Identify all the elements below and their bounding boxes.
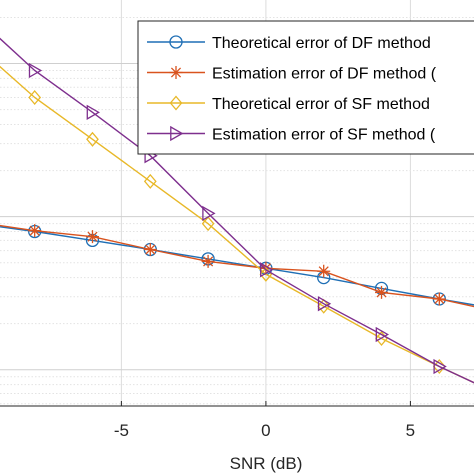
x-tick-label: 0 (261, 421, 270, 440)
legend: Theoretical error of DF method Estimation… (137, 20, 474, 155)
data-point (201, 254, 215, 268)
data-point (201, 216, 215, 232)
legend-label: Estimation error of DF method ( (212, 66, 437, 83)
data-point (86, 104, 100, 120)
data-point (28, 90, 42, 106)
series-line (0, 37, 474, 384)
series-line (0, 65, 474, 384)
data-point (143, 173, 157, 189)
series-line (0, 226, 474, 306)
data-point (85, 230, 99, 244)
data-point (169, 66, 183, 79)
legend-entry-4: Estimation error of SF method ( (147, 125, 436, 144)
axes: -5 0 5 (0, 401, 474, 440)
data-point (432, 292, 446, 306)
data-point (28, 62, 43, 79)
legend-entry-2: Estimation error of DF method ( (147, 66, 437, 83)
data-point (170, 125, 184, 142)
data-point (317, 296, 332, 312)
legend-label: Theoretical error of DF method (212, 35, 431, 52)
data-point (86, 131, 99, 147)
legend-entry-1: Theoretical error of DF method (147, 35, 431, 52)
series-2 (0, 224, 474, 308)
data-point (317, 264, 331, 278)
legend-entry-3: Theoretical error of SF method (147, 95, 430, 113)
data-point (375, 326, 389, 343)
legend-box (137, 20, 474, 155)
data-point (143, 243, 157, 257)
data-point (28, 224, 42, 238)
series-layer (0, 37, 474, 384)
data-point (317, 298, 331, 314)
x-tick-label: 5 (406, 421, 415, 440)
series-4 (0, 37, 474, 384)
x-axis-label: SNR (dB) (230, 454, 303, 473)
data-point (433, 358, 447, 375)
x-tick-label: -5 (114, 421, 129, 440)
data-point (260, 262, 274, 278)
data-point (375, 285, 389, 299)
legend-label: Estimation error of SF method ( (212, 127, 436, 144)
data-point (169, 95, 183, 111)
data-point (202, 205, 216, 222)
legend-label: Theoretical error of SF method (212, 96, 430, 113)
series-line (0, 224, 474, 308)
data-point (169, 35, 183, 49)
